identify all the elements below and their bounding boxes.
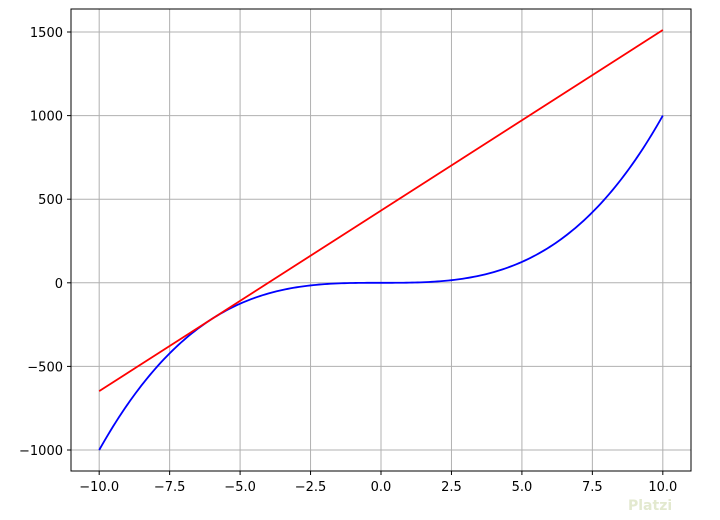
x-tick-label: −5.0 [224,480,256,495]
y-tick-label: −500 [27,360,63,375]
series-lines [98,29,664,451]
y-tick-label: 500 [38,193,63,208]
x-tick-label: −10.0 [79,480,119,495]
grid [71,9,691,471]
y-tick-label: −1000 [19,444,63,459]
x-tick-label: −7.5 [154,480,186,495]
ticks: −10.0 −7.5 −5.0 −2.5 0.0 2.5 5.0 7.5 10.0 −1000 −5… [19,26,677,495]
x-tick-label: 10.0 [648,480,677,495]
y-tick-label: 0 [55,277,63,292]
x-tick-label: 2.5 [441,480,462,495]
y-tick-label: 1500 [30,26,63,41]
x-tick-label: 5.0 [512,480,533,495]
watermark-logo: Platzi [628,498,673,514]
y-tick-label: 1000 [30,110,63,125]
series-cubic [98,115,664,451]
series-tangent-line [98,29,664,392]
x-tick-label: −2.5 [295,480,327,495]
x-tick-label: 0.0 [371,480,392,495]
x-tick-label: 7.5 [582,480,603,495]
